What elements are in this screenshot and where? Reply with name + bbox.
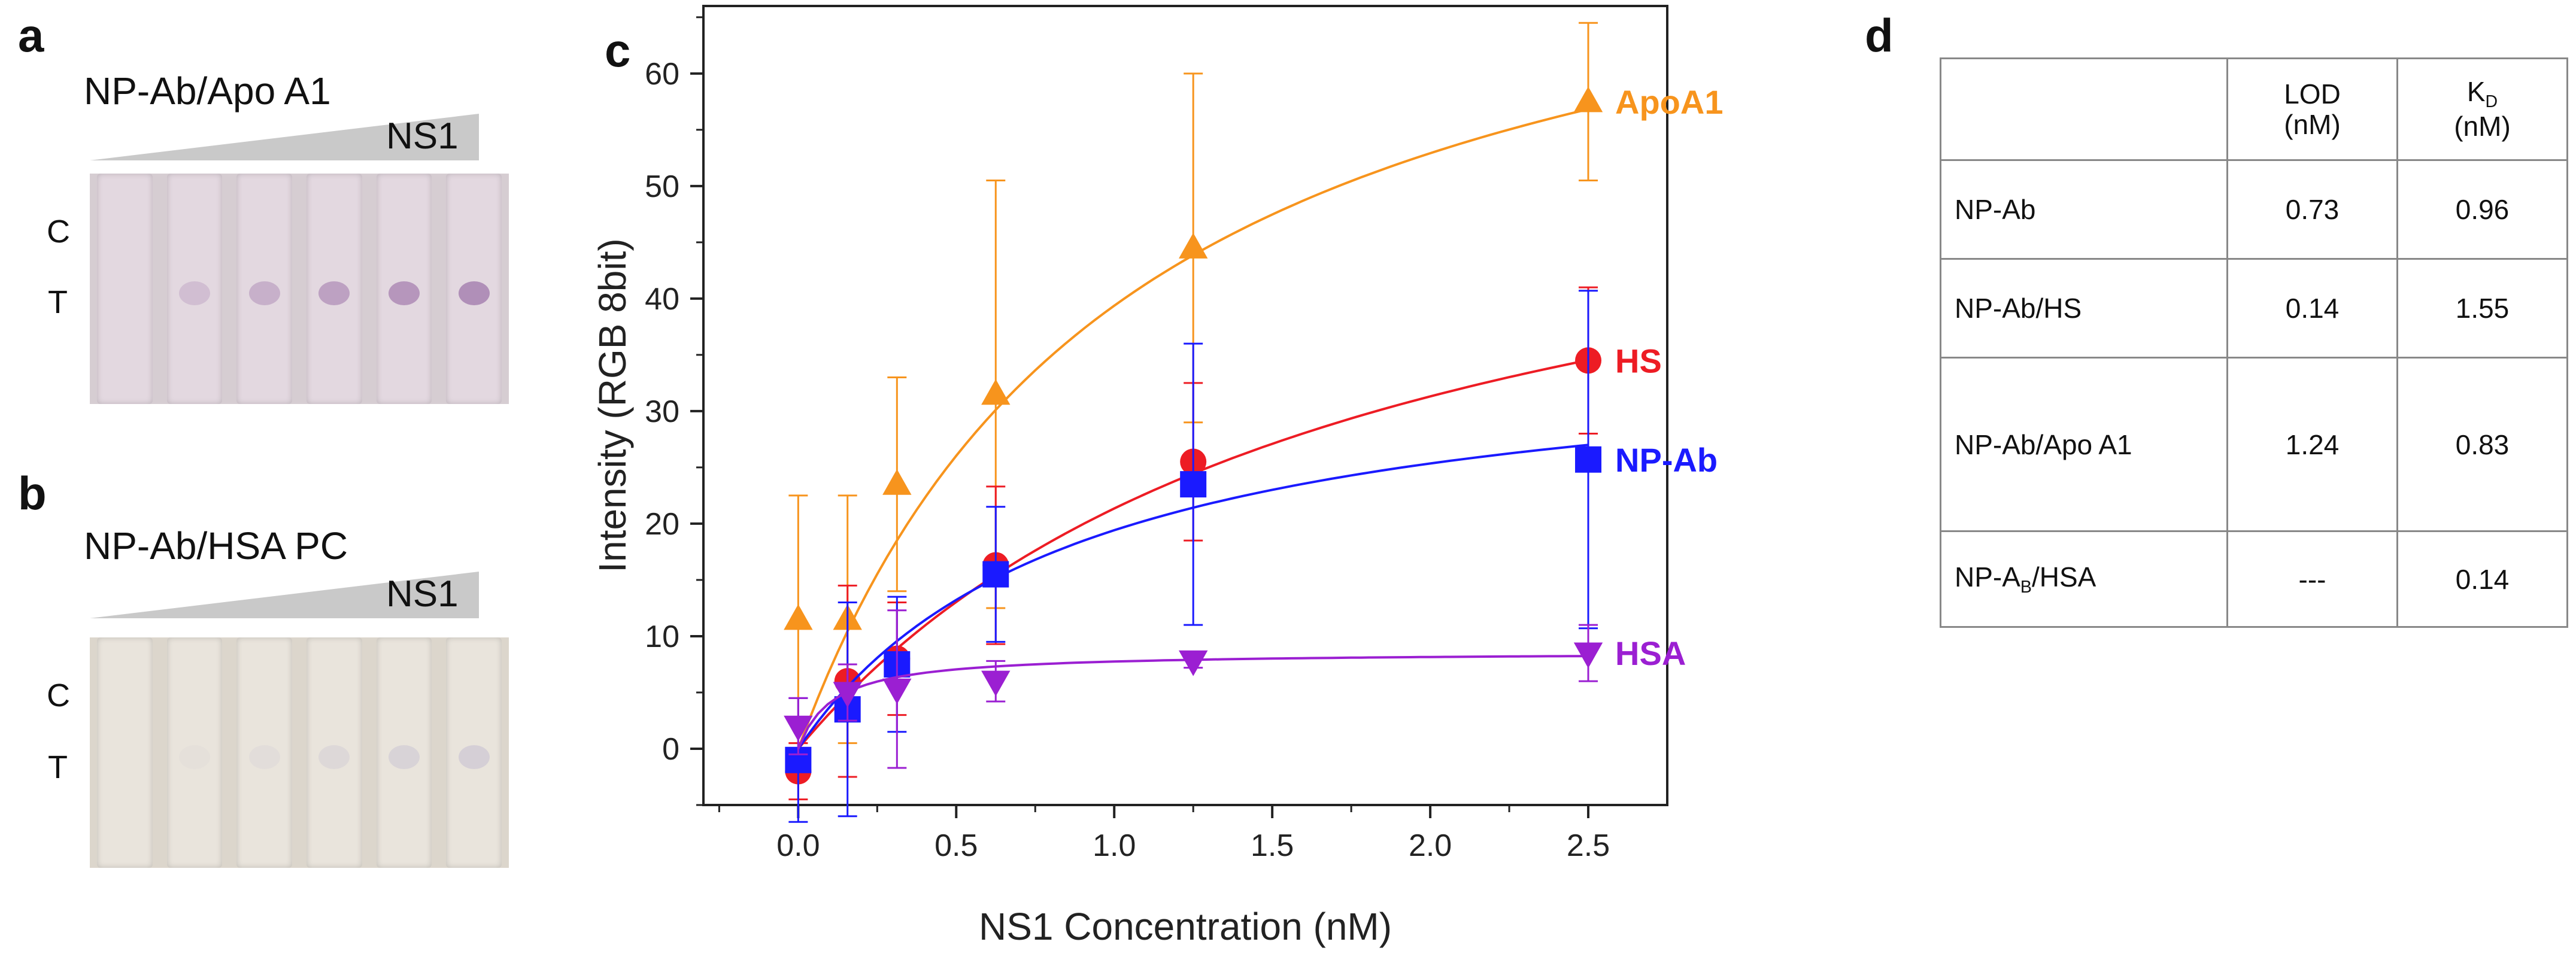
table-row-name: NP-Ab/HS [1940, 258, 2228, 359]
data-point [833, 682, 862, 708]
panel-letter-d: d [1865, 9, 1894, 62]
test-line-dot [318, 281, 350, 305]
kd-header-main: K [2466, 75, 2486, 107]
panel-b-t-label: T [48, 749, 68, 785]
lod-header-line1: LOD [2284, 78, 2341, 110]
series-label-hsa: HSA [1615, 634, 1686, 672]
table-row-kd: 0.96 [2396, 159, 2568, 260]
x-tick-label: 1.5 [1251, 828, 1294, 863]
y-axis-title: Intensity (RGB 8bit) [591, 238, 634, 572]
table-row-name: NP-Ab [1940, 159, 2228, 260]
panel-a-concentration-wedge [90, 114, 479, 160]
test-strip [307, 637, 362, 868]
panel-letter-a: a [18, 9, 44, 62]
data-point [981, 670, 1011, 697]
test-line-dot [389, 281, 420, 305]
data-point [1575, 446, 1602, 473]
table-header-kd: KD (nM) [2396, 57, 2568, 161]
test-strip [236, 637, 292, 868]
y-tick-label: 40 [645, 282, 679, 317]
y-tick-label: 0 [662, 732, 679, 767]
test-line-dot [248, 745, 280, 769]
table-row: NP-Ab 0.73 0.96 [1940, 159, 2568, 260]
panel-a-strip-photo [90, 174, 509, 404]
x-tick-label: 2.5 [1567, 828, 1610, 863]
table-header-lod: LOD (nM) [2226, 57, 2398, 161]
table-row-kd: 0.83 [2396, 357, 2568, 532]
data-point [1178, 650, 1208, 676]
last-row-name-sub: B [2020, 578, 2032, 597]
table-row-kd: 0.14 [2396, 530, 2568, 628]
table-row-name: NP-Ab/Apo A1 [1940, 357, 2228, 532]
y-tick-label: 50 [645, 169, 679, 204]
kd-header-line2: (nM) [2454, 111, 2511, 142]
series-label-apoa1: ApoA1 [1615, 83, 1723, 121]
kd-header-line1: KD [2409, 77, 2556, 112]
panel-a-c-label: C [47, 214, 70, 250]
series-label-np-ab: NP-Ab [1615, 441, 1718, 479]
x-tick-label: 2.0 [1409, 828, 1452, 863]
data-point [882, 678, 912, 704]
panel-a-title: NP-Ab/Apo A1 [84, 69, 331, 113]
table-row: NP-AB/HSA --- 0.14 [1940, 530, 2568, 628]
plot-frame [702, 5, 1668, 806]
panel-b-strip-photo [90, 637, 509, 868]
test-strip [166, 637, 223, 868]
lod-kd-table: LOD (nM) KD (nM) NP-Ab 0.73 0.96 NP-Ab/H… [1940, 57, 2568, 628]
data-point [882, 469, 912, 495]
data-point [784, 715, 813, 742]
data-point [982, 561, 1009, 588]
table-row: NP-Ab/Apo A1 1.24 0.83 [1940, 357, 2568, 532]
x-tick-label: 1.0 [1093, 828, 1136, 863]
table-row: NP-Ab/HS 0.14 1.55 [1940, 258, 2568, 359]
panel-b-wedge-label: NS1 [386, 573, 459, 615]
panel-a-t-label: T [48, 284, 68, 320]
data-point [1573, 642, 1603, 669]
table-row-name: NP-AB/HSA [1940, 530, 2228, 628]
x-axis-title: NS1 Concentration (nM) [979, 905, 1392, 948]
kd-header-sub: D [2485, 92, 2498, 112]
table-row-lod: --- [2226, 530, 2398, 628]
y-tick-label: 10 [645, 619, 679, 654]
panel-b-title: NP-Ab/HSA PC [84, 524, 348, 567]
panel-letter-c: c [605, 24, 631, 77]
test-line-dot [458, 745, 490, 769]
data-point [1180, 471, 1207, 498]
data-point [981, 379, 1011, 405]
test-line-dot [318, 745, 350, 769]
panel-a-wedge-label: NS1 [386, 116, 459, 157]
test-strip [166, 174, 223, 404]
test-strip [97, 637, 153, 868]
series-label-hs: HS [1615, 342, 1662, 379]
test-line-dot [389, 745, 420, 769]
panel-b-c-label: C [47, 678, 70, 713]
table-header-row: LOD (nM) KD (nM) [1940, 57, 2568, 161]
table-header-empty-cell [1940, 57, 2228, 161]
test-line-dot [179, 745, 210, 769]
panel-b-concentration-wedge [90, 572, 479, 618]
data-point [784, 604, 813, 630]
x-tick-label: 0.0 [776, 828, 820, 863]
data-point [1178, 232, 1208, 259]
test-line-dot [179, 281, 210, 305]
y-tick-label: 30 [645, 394, 679, 429]
panel-letter-b: b [18, 467, 47, 520]
test-line-dot [248, 281, 280, 305]
table-row-lod: 0.14 [2226, 258, 2398, 359]
table-row-lod: 0.73 [2226, 159, 2398, 260]
test-line-dot [458, 281, 490, 305]
last-row-name-main: NP-A [1955, 561, 2020, 593]
binding-curve-chart: 0.0 0.5 1.0 1.5 2.0 2.5 0 10 20 30 40 50 60 NS1 Conce… [591, 5, 1723, 948]
y-tick-label: 20 [645, 507, 679, 542]
lod-header-line2: (nM) [2284, 108, 2341, 140]
table-row-lod: 1.24 [2226, 357, 2398, 532]
test-strip [97, 174, 153, 404]
y-tick-label: 60 [645, 57, 679, 92]
last-row-name-tail: /HSA [2031, 561, 2096, 593]
x-tick-label: 0.5 [934, 828, 978, 863]
table-row-kd: 1.55 [2396, 258, 2568, 359]
data-point [1573, 86, 1603, 113]
